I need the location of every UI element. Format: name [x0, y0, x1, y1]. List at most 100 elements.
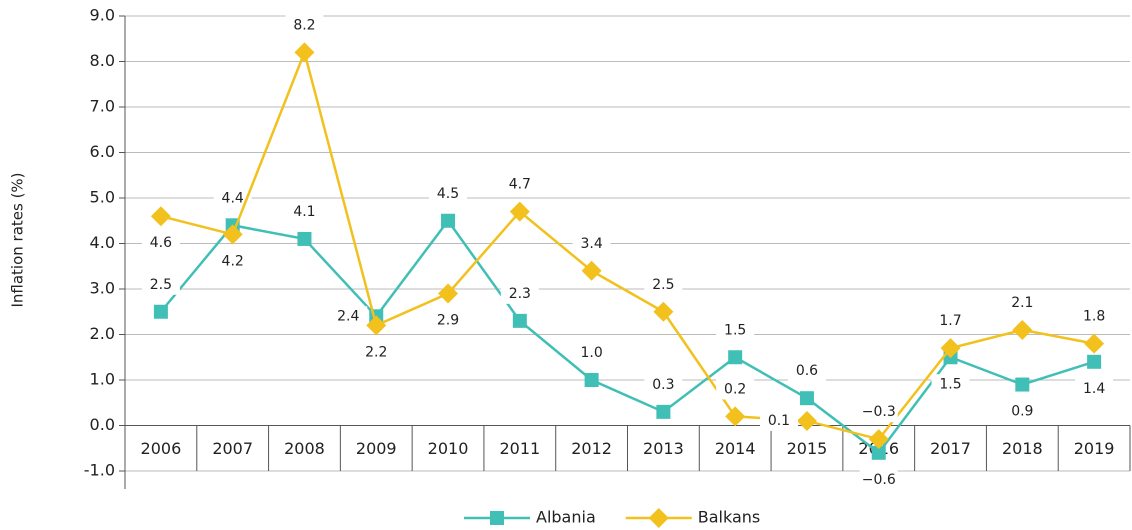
- label-bg: [141, 233, 180, 254]
- y-tick-label: 2.0: [90, 324, 115, 343]
- marker: [1087, 354, 1102, 369]
- label-bg: [644, 274, 683, 295]
- label-bg: [644, 374, 683, 395]
- data-label: 2.4: [337, 308, 359, 324]
- marker: [728, 350, 743, 365]
- data-label: 4.5: [437, 186, 459, 202]
- marker: [512, 313, 527, 328]
- marker: [222, 224, 243, 245]
- label-bg: [500, 283, 539, 304]
- y-tick-label: 1.0: [90, 370, 115, 389]
- label-bg: [759, 410, 798, 431]
- x-tick-label: 2010: [428, 439, 469, 458]
- marker: [940, 338, 961, 359]
- data-label: 4.1: [293, 204, 315, 220]
- y-tick-label: 7.0: [90, 97, 115, 116]
- marker: [509, 201, 530, 222]
- x-tick-label: 2012: [571, 439, 612, 458]
- label-bg: [213, 188, 252, 209]
- label-bg: [285, 201, 324, 222]
- data-label: 1.7: [939, 313, 961, 329]
- x-tick-label: 2017: [930, 439, 971, 458]
- label-bg: [787, 361, 826, 382]
- label-bg: [1003, 401, 1042, 422]
- label-bg: [859, 402, 898, 423]
- label-bg: [1003, 292, 1042, 313]
- y-tick-label: -1.0: [84, 461, 115, 480]
- data-label: 0.2: [724, 381, 746, 397]
- legend-marker: [490, 511, 504, 525]
- data-label: 4.6: [150, 235, 172, 251]
- data-label: 8.2: [293, 17, 315, 33]
- marker: [150, 206, 171, 227]
- marker: [725, 406, 746, 427]
- x-tick-label: 2011: [499, 439, 540, 458]
- y-axis-label: Inflation rates (%): [9, 172, 27, 307]
- legend-marker: [648, 508, 669, 528]
- y-tick-label: 5.0: [90, 188, 115, 207]
- marker: [871, 445, 886, 460]
- y-tick-label: 3.0: [90, 279, 115, 298]
- data-label: 2.5: [652, 277, 674, 293]
- x-tick-label: 2007: [212, 439, 253, 458]
- data-label: 4.7: [509, 177, 531, 193]
- data-label: −0.6: [862, 472, 896, 488]
- data-label: 0.9: [1011, 404, 1033, 420]
- label-bg: [572, 233, 611, 254]
- label-bg: [859, 469, 898, 490]
- marker: [868, 429, 889, 450]
- label-bg: [285, 15, 324, 36]
- label-bg: [429, 183, 468, 204]
- marker: [581, 260, 602, 281]
- x-tick-label: 2015: [787, 439, 828, 458]
- label-bg: [213, 251, 252, 272]
- label-bg: [141, 274, 180, 295]
- marker: [441, 213, 456, 228]
- marker: [656, 404, 671, 419]
- data-label: 0.1: [768, 413, 790, 429]
- series-line: [160, 48, 1095, 441]
- data-label: 1.0: [580, 345, 602, 361]
- x-tick-label: 2019: [1074, 439, 1115, 458]
- data-label: 1.5: [939, 376, 961, 392]
- marker: [1012, 319, 1033, 340]
- y-tick-label: 8.0: [90, 51, 115, 70]
- marker: [366, 315, 387, 336]
- marker: [294, 42, 315, 63]
- y-tick-label: 4.0: [90, 233, 115, 252]
- label-bg: [931, 374, 970, 395]
- series-line: [159, 218, 1095, 455]
- label-bg: [500, 174, 539, 195]
- legend-label: Albania: [536, 508, 596, 527]
- label-bg: [429, 310, 468, 331]
- label-bg: [329, 306, 368, 327]
- x-tick-label: 2009: [356, 439, 397, 458]
- marker: [799, 391, 814, 406]
- data-label: 3.4: [580, 236, 602, 252]
- label-bg: [931, 311, 970, 332]
- label-bg: [1075, 306, 1114, 327]
- data-label: 0.3: [652, 377, 674, 393]
- data-label: 4.4: [222, 190, 244, 206]
- y-tick-label: 6.0: [90, 142, 115, 161]
- data-label: 2.3: [509, 286, 531, 302]
- data-label: 1.4: [1083, 381, 1105, 397]
- label-bg: [572, 343, 611, 363]
- y-tick-label: 9.0: [90, 6, 115, 25]
- marker: [438, 283, 459, 304]
- marker: [796, 410, 817, 431]
- data-label: 2.9: [437, 313, 459, 329]
- label-bg: [716, 320, 755, 341]
- data-label: 2.2: [365, 344, 387, 360]
- data-label: 1.5: [724, 322, 746, 338]
- marker: [653, 301, 674, 322]
- data-label: 0.6: [796, 363, 818, 379]
- marker: [153, 304, 168, 319]
- data-label: 1.8: [1083, 309, 1105, 325]
- x-tick-label: 2013: [643, 439, 684, 458]
- data-label: 4.2: [222, 253, 244, 269]
- data-label: 2.5: [150, 277, 172, 293]
- marker: [584, 373, 599, 387]
- label-bg: [716, 379, 755, 400]
